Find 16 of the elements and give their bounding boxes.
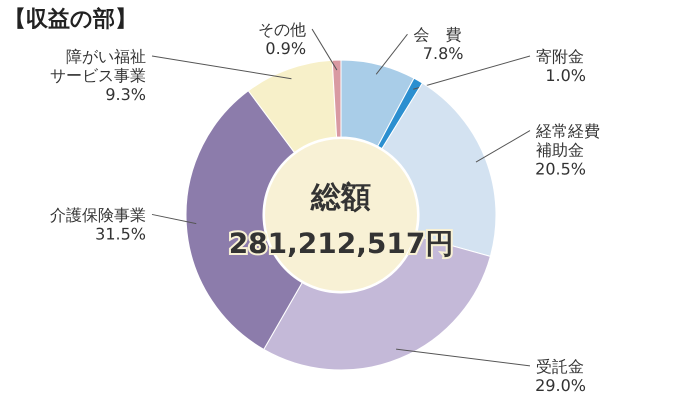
slice-label: 寄附金 [536, 47, 584, 66]
data-label: 31.5% [95, 224, 146, 244]
slice-label: 会 費 [413, 25, 462, 44]
slice-label: 受託金 [536, 356, 584, 376]
data-label: 7.8% [422, 44, 464, 64]
chart-title: 【収益の部】 [4, 6, 137, 32]
data-label: 29.0% [535, 376, 586, 395]
text: 総額 [310, 180, 371, 215]
slice-label: 介護保険事業 [50, 205, 146, 224]
slice-label: 障がい福祉サービス事業 [50, 47, 146, 85]
data-label: 0.9% [265, 39, 306, 58]
data-label: 20.5% [535, 160, 586, 179]
data-label: 9.3% [105, 85, 146, 104]
slice-label: 経常経費補助金 [535, 122, 600, 160]
slice-label: その他 [258, 20, 306, 40]
data-label: 1.0% [545, 66, 586, 85]
